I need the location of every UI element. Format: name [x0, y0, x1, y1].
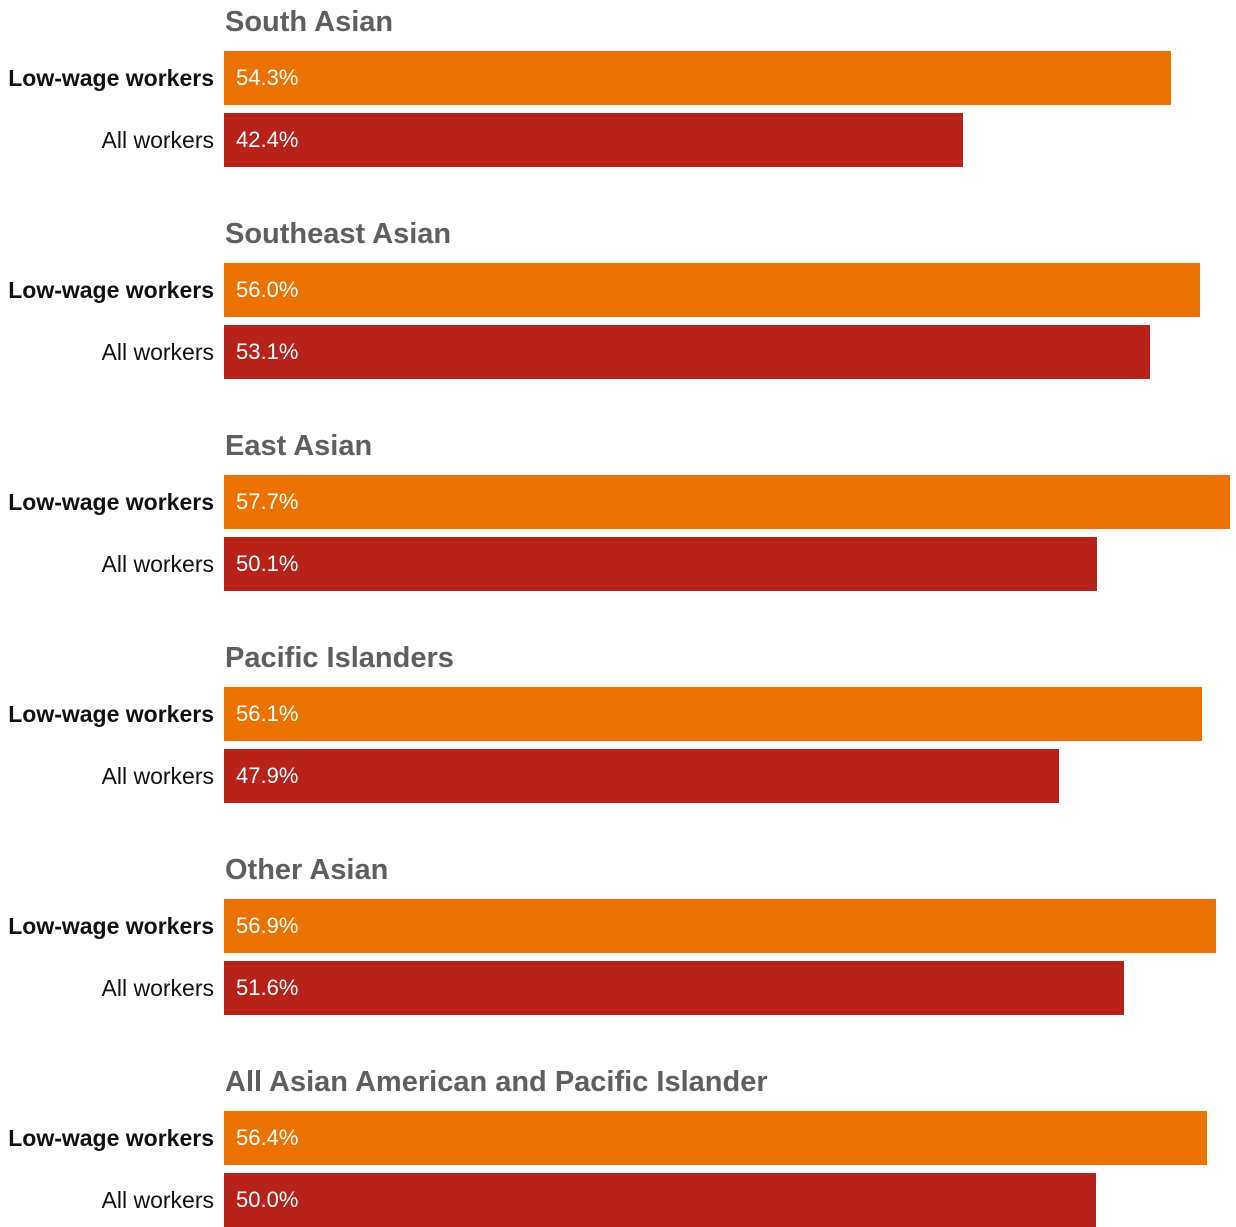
- bar-value-label: 56.1%: [236, 701, 299, 726]
- bar-value-label: 56.4%: [236, 1125, 299, 1150]
- bar-value-label: 56.9%: [236, 913, 299, 938]
- row-label: Low-wage workers: [8, 277, 214, 303]
- bar: [224, 1173, 1096, 1227]
- group-title: Southeast Asian: [225, 218, 452, 250]
- group-title: East Asian: [225, 430, 373, 462]
- row-label: Low-wage workers: [8, 701, 214, 727]
- row-label: Low-wage workers: [8, 1125, 214, 1151]
- bar-value-label: 42.4%: [236, 127, 299, 152]
- bar-value-label: 54.3%: [236, 65, 299, 90]
- bar-value-label: 51.6%: [236, 975, 299, 1000]
- group-title: Other Asian: [225, 854, 389, 886]
- row-label: Low-wage workers: [8, 65, 214, 91]
- bar-value-label: 50.1%: [236, 551, 299, 576]
- bar: [224, 51, 1171, 105]
- row-label: All workers: [101, 551, 214, 577]
- bar-value-label: 50.0%: [236, 1187, 299, 1212]
- row-label: All workers: [101, 339, 214, 365]
- bar-value-label: 47.9%: [236, 763, 299, 788]
- group-title: All Asian American and Pacific Islander: [225, 1066, 768, 1098]
- bar-value-label: 53.1%: [236, 339, 299, 364]
- bar: [224, 263, 1200, 317]
- row-label: All workers: [101, 1187, 214, 1213]
- bar: [224, 1111, 1207, 1165]
- bar: [224, 537, 1097, 591]
- bar-value-label: 57.7%: [236, 489, 299, 514]
- row-label: All workers: [101, 975, 214, 1001]
- row-label: All workers: [101, 763, 214, 789]
- bar: [224, 749, 1059, 803]
- bar: [224, 961, 1124, 1015]
- bar: [224, 899, 1216, 953]
- bar: [224, 113, 963, 167]
- bar: [224, 475, 1230, 529]
- bar-value-label: 56.0%: [236, 277, 299, 302]
- bar: [224, 325, 1150, 379]
- bar: [224, 687, 1202, 741]
- group-title: South Asian: [225, 6, 394, 38]
- row-label: Low-wage workers: [8, 489, 214, 515]
- row-label: All workers: [101, 127, 214, 153]
- row-label: Low-wage workers: [8, 913, 214, 939]
- group-title: Pacific Islanders: [225, 642, 454, 674]
